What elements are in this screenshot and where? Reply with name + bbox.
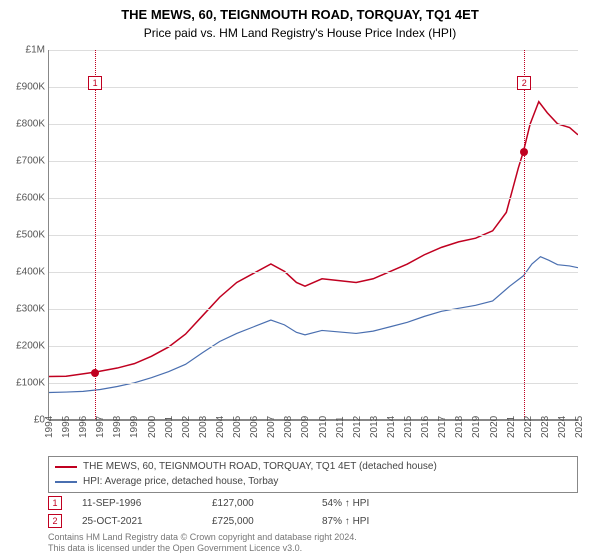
chart-title: THE MEWS, 60, TEIGNMOUTH ROAD, TORQUAY, …: [0, 0, 600, 24]
x-tick-label: 1994: [44, 416, 55, 438]
event-row: 1 11-SEP-1996 £127,000 54% ↑ HPI: [48, 496, 578, 510]
x-tick-label: 2013: [369, 416, 380, 438]
x-tick-label: 2024: [557, 416, 568, 438]
x-tick-label: 2016: [420, 416, 431, 438]
x-tick-label: 2011: [335, 416, 346, 438]
y-tick-label: £300K: [5, 304, 45, 315]
legend-label: HPI: Average price, detached house, Torb…: [83, 475, 278, 490]
y-tick-label: £700K: [5, 156, 45, 167]
marker-guideline: [95, 50, 96, 419]
event-table: 1 11-SEP-1996 £127,000 54% ↑ HPI 2 25-OC…: [48, 496, 578, 532]
marker-dot: [520, 148, 528, 156]
x-tick-label: 2023: [540, 416, 551, 438]
x-tick-label: 1995: [61, 416, 72, 438]
footer-line: This data is licensed under the Open Gov…: [48, 543, 578, 554]
x-tick-label: 2019: [471, 416, 482, 438]
y-tick-label: £1M: [5, 45, 45, 56]
series-line: [49, 102, 578, 377]
gridline: [49, 161, 578, 162]
footer-attribution: Contains HM Land Registry data © Crown c…: [48, 532, 578, 555]
gridline: [49, 124, 578, 125]
marker-box: 1: [88, 76, 102, 90]
x-tick-label: 1998: [112, 416, 123, 438]
x-tick-label: 2005: [232, 416, 243, 438]
x-tick-label: 2025: [574, 416, 585, 438]
gridline: [49, 309, 578, 310]
x-tick-label: 2009: [300, 416, 311, 438]
footer-line: Contains HM Land Registry data © Crown c…: [48, 532, 578, 543]
x-tick-label: 2008: [283, 416, 294, 438]
gridline: [49, 383, 578, 384]
gridline: [49, 198, 578, 199]
x-tick-label: 2007: [266, 416, 277, 438]
x-tick-label: 2006: [249, 416, 260, 438]
event-price: £127,000: [212, 498, 322, 509]
event-price: £725,000: [212, 516, 322, 527]
x-tick-label: 1996: [78, 416, 89, 438]
gridline: [49, 346, 578, 347]
x-tick-label: 1997: [95, 416, 106, 438]
chart-subtitle: Price paid vs. HM Land Registry's House …: [0, 24, 600, 40]
event-row: 2 25-OCT-2021 £725,000 87% ↑ HPI: [48, 514, 578, 528]
x-tick-label: 2000: [147, 416, 158, 438]
x-tick-label: 2002: [181, 416, 192, 438]
x-tick-label: 2018: [454, 416, 465, 438]
event-marker-icon: 1: [48, 496, 62, 510]
x-tick-label: 2014: [386, 416, 397, 438]
x-tick-label: 1999: [129, 416, 140, 438]
event-hpi: 87% ↑ HPI: [322, 516, 432, 527]
y-tick-label: £900K: [5, 82, 45, 93]
legend-swatch: [55, 481, 77, 483]
y-tick-label: £600K: [5, 193, 45, 204]
marker-guideline: [524, 50, 525, 419]
event-date: 11-SEP-1996: [82, 498, 212, 509]
x-tick-label: 2004: [215, 416, 226, 438]
plot-area: £0£100K£200K£300K£400K£500K£600K£700K£80…: [48, 50, 578, 420]
marker-dot: [91, 369, 99, 377]
x-tick-label: 2012: [352, 416, 363, 438]
event-marker-icon: 2: [48, 514, 62, 528]
chart-container: THE MEWS, 60, TEIGNMOUTH ROAD, TORQUAY, …: [0, 0, 600, 560]
y-tick-label: £500K: [5, 230, 45, 241]
x-tick-label: 2001: [164, 416, 175, 438]
x-tick-label: 2017: [437, 416, 448, 438]
gridline: [49, 272, 578, 273]
legend-item: HPI: Average price, detached house, Torb…: [55, 475, 571, 490]
event-hpi: 54% ↑ HPI: [322, 498, 432, 509]
x-tick-label: 2010: [318, 416, 329, 438]
y-tick-label: £100K: [5, 378, 45, 389]
gridline: [49, 87, 578, 88]
x-axis-labels: 1994199519961997199819992000200120022003…: [48, 422, 578, 452]
y-tick-label: £200K: [5, 341, 45, 352]
gridline: [49, 50, 578, 51]
legend: THE MEWS, 60, TEIGNMOUTH ROAD, TORQUAY, …: [48, 456, 578, 493]
marker-box: 2: [517, 76, 531, 90]
gridline: [49, 235, 578, 236]
x-tick-label: 2022: [523, 416, 534, 438]
y-tick-label: £0: [5, 415, 45, 426]
x-tick-label: 2003: [198, 416, 209, 438]
event-date: 25-OCT-2021: [82, 516, 212, 527]
x-tick-label: 2021: [506, 416, 517, 438]
y-tick-label: £400K: [5, 267, 45, 278]
x-tick-label: 2020: [489, 416, 500, 438]
legend-label: THE MEWS, 60, TEIGNMOUTH ROAD, TORQUAY, …: [83, 460, 437, 475]
series-line: [49, 257, 578, 393]
y-tick-label: £800K: [5, 119, 45, 130]
legend-item: THE MEWS, 60, TEIGNMOUTH ROAD, TORQUAY, …: [55, 460, 571, 475]
x-tick-label: 2015: [403, 416, 414, 438]
legend-swatch: [55, 466, 77, 468]
